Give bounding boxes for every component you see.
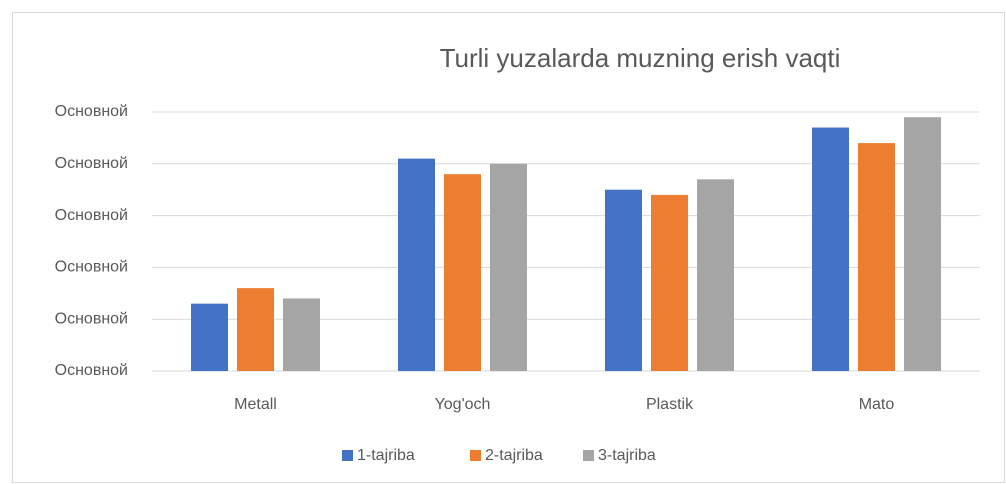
bar <box>237 288 274 371</box>
chart-title: Turli yuzalarda muzning erish vaqti <box>440 43 841 73</box>
legend-swatch <box>342 450 353 461</box>
bar <box>398 158 435 371</box>
bar <box>490 163 527 371</box>
bar <box>444 174 481 371</box>
legend-swatch <box>583 450 594 461</box>
y-tick-label: Основной <box>55 155 128 172</box>
y-tick-label: Основной <box>55 103 128 120</box>
x-tick-label: Mato <box>859 396 895 413</box>
bar <box>283 298 320 371</box>
legend-label: 1-tajriba <box>357 447 415 464</box>
x-tick-label: Yog'och <box>435 396 491 413</box>
bar <box>605 189 642 371</box>
x-tick-label: Metall <box>234 396 277 413</box>
x-tick-label: Plastik <box>646 396 694 413</box>
legend-label: 2-tajriba <box>485 447 543 464</box>
bar <box>812 127 849 371</box>
y-tick-label: Основной <box>55 207 128 224</box>
bar <box>697 179 734 371</box>
bar <box>191 303 228 371</box>
bar <box>651 194 688 371</box>
legend-swatch <box>470 450 481 461</box>
y-tick-label: Основной <box>55 259 128 276</box>
y-tick-label: Основной <box>55 310 128 327</box>
y-tick-label: Основной <box>55 362 128 379</box>
bar <box>904 117 941 372</box>
bar <box>858 143 895 371</box>
legend-label: 3-tajriba <box>598 447 656 464</box>
